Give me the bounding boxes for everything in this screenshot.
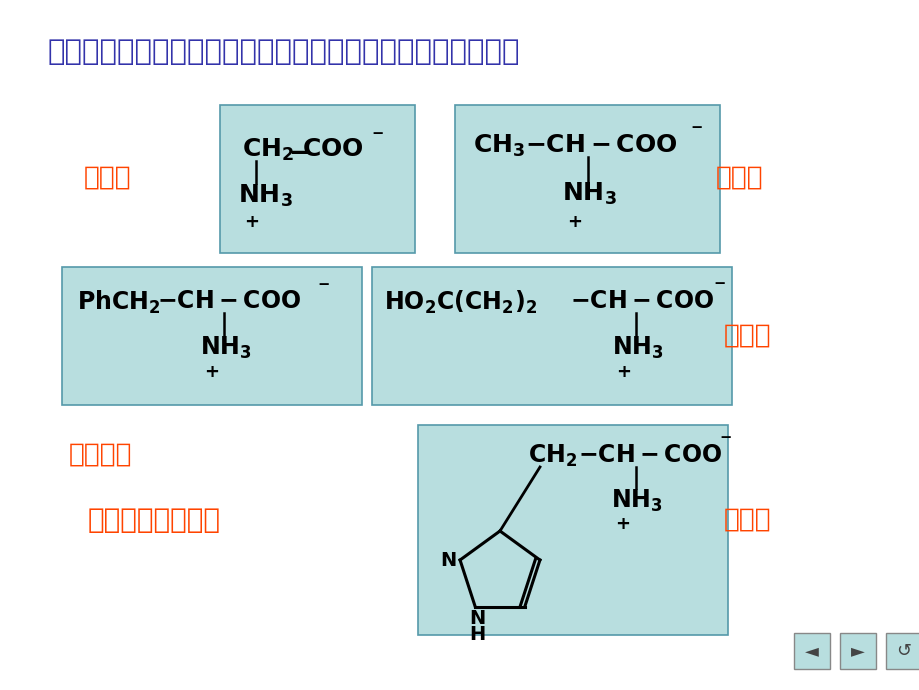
Text: $\mathbf{NH_3}$: $\mathbf{NH_3}$ [610,488,663,514]
Text: $\mathbf{COO}$: $\mathbf{COO}$ [301,137,363,161]
Text: $\mathbf{^-}$: $\mathbf{^-}$ [709,279,725,299]
Text: $\mathbf{+}$: $\mathbf{+}$ [204,363,219,381]
FancyBboxPatch shape [793,633,829,669]
Text: 存在形式：氨基酸都以偶极离子的形式存在，具有内盐结构。: 存在形式：氨基酸都以偶极离子的形式存在，具有内盐结构。 [48,38,520,66]
Text: $\mathbf{-CH-COO}$: $\mathbf{-CH-COO}$ [570,289,713,313]
Text: 谷氨酸: 谷氨酸 [723,323,771,349]
FancyBboxPatch shape [62,267,361,405]
Text: $\mathbf{CH_2}$: $\mathbf{CH_2}$ [528,443,577,469]
Text: $\mathbf{+}$: $\mathbf{+}$ [614,515,630,533]
Text: $\mathbf{+}$: $\mathbf{+}$ [616,363,630,381]
Text: N: N [469,609,485,628]
Text: $\mathbf{^-}$: $\mathbf{^-}$ [368,129,383,149]
Text: $\mathbf{NH_3}$: $\mathbf{NH_3}$ [562,181,616,207]
Text: $\mathbf{PhCH_2}$: $\mathbf{PhCH_2}$ [77,289,160,316]
Text: $\mathbf{NH_3}$: $\mathbf{NH_3}$ [199,335,252,361]
Text: $\mathbf{CH_2}$: $\mathbf{CH_2}$ [242,137,294,164]
FancyBboxPatch shape [417,425,727,635]
Text: ◄: ◄ [804,642,818,660]
Text: $\mathbf{-CH-COO}$: $\mathbf{-CH-COO}$ [525,133,676,157]
Text: $\mathbf{-CH-COO}$: $\mathbf{-CH-COO}$ [157,289,301,313]
Text: $\mathbf{HO_2C(CH_2)_2}$: $\mathbf{HO_2C(CH_2)_2}$ [383,289,537,316]
Text: $\mathbf{^-}$: $\mathbf{^-}$ [313,280,329,300]
Text: 丙氨酸: 丙氨酸 [715,165,763,191]
Text: $\mathbf{-CH-COO}$: $\mathbf{-CH-COO}$ [577,443,721,467]
FancyBboxPatch shape [839,633,875,669]
Text: $\mathbf{^-}$: $\mathbf{^-}$ [686,123,702,143]
Text: ►: ► [850,642,864,660]
Text: 苯丙氨酸: 苯丙氨酸 [68,442,131,468]
FancyBboxPatch shape [220,105,414,253]
Text: ↺: ↺ [895,642,911,660]
Text: H: H [469,625,485,644]
Text: $\mathbf{^-}$: $\mathbf{^-}$ [715,433,731,453]
Text: $\mathbf{+}$: $\mathbf{+}$ [566,213,582,231]
Text: $\mathbf{-}$: $\mathbf{-}$ [288,137,310,165]
Text: $\mathbf{NH_3}$: $\mathbf{NH_3}$ [238,183,292,209]
FancyBboxPatch shape [455,105,720,253]
FancyBboxPatch shape [885,633,919,669]
Text: $\mathbf{CH_3}$: $\mathbf{CH_3}$ [472,133,525,159]
Text: 甘氨酸: 甘氨酸 [85,165,131,191]
FancyBboxPatch shape [371,267,732,405]
Text: 写出它们的构型式: 写出它们的构型式 [88,506,221,534]
Text: $\mathbf{+}$: $\mathbf{+}$ [244,213,259,231]
Text: N: N [439,551,456,569]
Text: $\mathbf{NH_3}$: $\mathbf{NH_3}$ [611,335,664,361]
Text: 组氨酸: 组氨酸 [723,507,771,533]
